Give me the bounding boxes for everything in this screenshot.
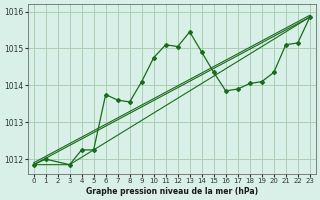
X-axis label: Graphe pression niveau de la mer (hPa): Graphe pression niveau de la mer (hPa) — [86, 187, 258, 196]
